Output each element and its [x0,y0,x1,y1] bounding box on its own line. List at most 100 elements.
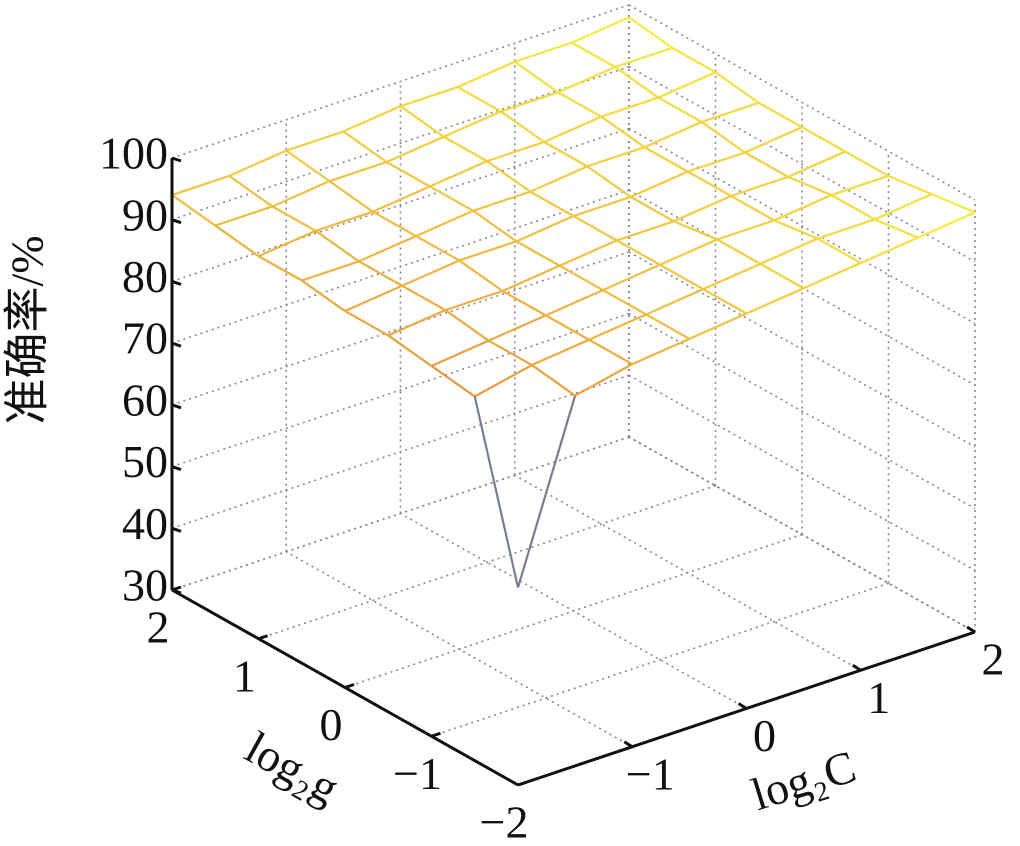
mesh-line [644,120,703,149]
mesh-line [344,310,389,337]
mesh-line [399,105,445,138]
x-tick-label: −1 [626,748,675,799]
mesh-line [659,238,718,266]
mesh-line [759,237,818,265]
mesh-line [514,41,573,63]
z-tick-label: 80 [122,251,168,302]
z-tick-label: 40 [122,498,168,549]
mesh-line [874,193,933,221]
mesh-line [457,86,502,113]
mesh-line [714,71,760,104]
mesh-line [817,218,875,240]
mesh-line [787,175,832,197]
mesh-line [387,309,446,337]
mesh-line [557,66,616,94]
mesh-line [787,150,846,178]
y-tick [431,731,441,738]
mesh-line [342,130,388,163]
mesh-line [443,110,502,138]
mesh-line [415,235,460,262]
mesh-line [315,210,374,232]
mesh-line [328,180,374,213]
mesh-line [673,194,732,223]
mesh-line [445,289,503,312]
y-tick-label: −1 [393,748,442,799]
mesh-line [386,161,431,188]
y-tick [344,683,355,689]
mesh-line [716,219,775,241]
mesh-line [358,260,403,287]
mesh-line [759,262,805,290]
mesh-line [931,193,976,214]
mesh-line [588,338,633,366]
mesh-line [559,264,604,292]
mesh-line [531,364,576,397]
z-tick-label: 70 [122,313,168,364]
z-tick [171,403,182,410]
mesh-line [758,101,803,129]
y-tick [517,780,528,787]
mesh-line [458,259,504,292]
mesh-line [516,395,577,588]
mesh-line [573,195,631,218]
grid-line [628,312,976,510]
z-tick [171,465,182,471]
mesh-line [529,190,575,217]
mesh-line [171,174,230,197]
y-tick-label: 1 [233,650,256,701]
mesh-line [488,339,533,367]
mesh-line [657,71,716,99]
z-tick-label: 30 [122,560,168,611]
mesh-line [716,238,761,265]
z-tick [171,156,182,163]
mesh-line [557,91,602,118]
mesh-line [515,240,561,267]
mesh-line [888,174,933,196]
mesh-line [773,194,832,222]
mesh-line [574,363,633,397]
mesh-line [571,41,616,68]
mesh-line [645,288,704,316]
mesh-line [431,339,490,367]
mesh-line [645,313,690,340]
mesh-line [657,96,703,123]
mesh-line [500,110,545,143]
z-tick-label: 90 [122,189,168,240]
mesh-line [329,160,387,183]
mesh-line [358,235,417,263]
mesh-line [443,135,488,163]
grid-line [628,4,976,201]
mesh-line [688,312,747,340]
mesh-line [572,215,618,242]
mesh-line [531,338,590,367]
mesh-line [659,263,704,291]
mesh-line [301,279,346,312]
mesh-line [171,194,216,227]
mesh-line [602,263,661,292]
mesh-line [860,236,919,264]
mesh-line [687,151,746,173]
z-tick-label: 50 [122,436,168,487]
mesh-line [701,101,760,123]
mesh-line [271,180,330,208]
mesh-line [387,334,433,367]
mesh-line [801,126,846,153]
mesh-line [844,150,890,177]
mesh-line [614,66,660,99]
grid-line [628,127,976,325]
mesh-line [472,209,518,243]
mesh-line [401,284,446,312]
mesh-line [831,174,889,197]
z-tick [171,218,182,225]
x-tick-label: 1 [867,672,890,723]
mesh-line [400,86,458,108]
mesh-line [529,165,588,193]
grid-line [628,66,976,263]
x-tick [737,702,748,710]
mesh-line [486,140,545,163]
mesh-line [744,126,803,154]
mesh-line [628,16,673,49]
mesh-line [429,160,488,188]
mesh-line [285,130,344,152]
